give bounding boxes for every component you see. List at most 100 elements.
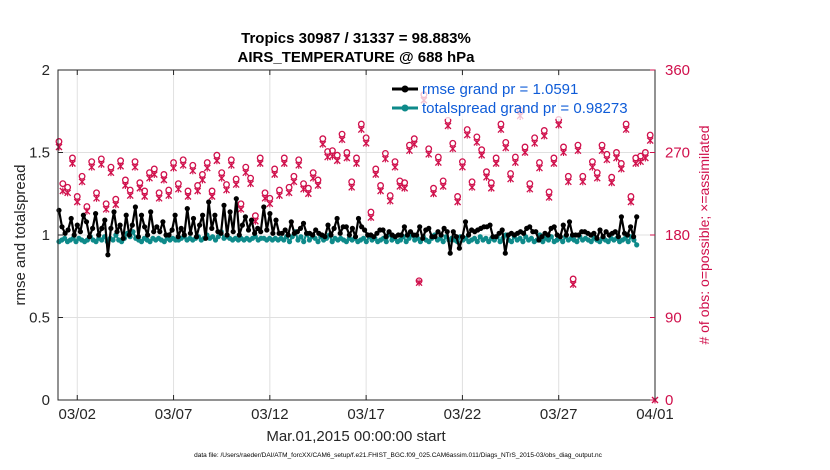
obs-assimilated-marker [198, 176, 206, 184]
rmse-point [426, 225, 432, 231]
rmse-point [453, 234, 459, 240]
obs-assimilated-marker [444, 122, 452, 130]
obs-assimilated-marker [55, 143, 63, 151]
rmse-point [310, 232, 316, 238]
legend-rmse-marker [401, 85, 409, 93]
rmse-point [62, 230, 68, 236]
obs-assimilated-marker [160, 176, 168, 184]
rmse-point [521, 230, 527, 236]
y-tick-label: 2 [42, 62, 50, 79]
series-lines [56, 196, 640, 258]
rmse-point [346, 232, 352, 238]
rmse-point [239, 222, 245, 228]
x-axis-ticks: 03/02 03/07 03/12 03/17 03/22 03/27 04/01 [58, 70, 674, 423]
obs-assimilated-marker [449, 145, 457, 153]
rmse-point [618, 214, 625, 220]
rmse-point [328, 232, 334, 238]
rmse-point [74, 222, 80, 228]
rmse-point [221, 202, 227, 208]
obs-assimilated-marker [117, 162, 125, 170]
rmse-point [337, 230, 343, 236]
obs-assimilated-marker [386, 197, 394, 205]
totalspread-point [110, 237, 116, 243]
obs-assimilated-marker [637, 158, 645, 166]
obs-assimilated-marker [73, 198, 81, 206]
obs-assimilated-marker [406, 147, 413, 155]
totalspread-point [474, 239, 480, 245]
rmse-point [462, 219, 469, 225]
rmse-point [172, 212, 178, 218]
rmse-point [334, 215, 340, 222]
obs-assimilated-marker [223, 186, 230, 194]
obs-assimilated-marker [285, 189, 293, 197]
rmse-point [181, 232, 187, 238]
totalspread-point [298, 234, 304, 240]
totalspread-point [383, 239, 389, 245]
rmse-point [380, 227, 386, 233]
obs-assimilated-marker [560, 149, 567, 156]
rmse-point [466, 232, 472, 238]
rmse-point [487, 222, 493, 228]
obs-assimilated-marker [189, 167, 197, 175]
rmse-point [190, 215, 197, 222]
obs-assimilated-marker [454, 198, 462, 206]
obs-assimilated-marker [627, 198, 635, 206]
rmse-point [105, 252, 111, 258]
obs-assimilated-marker [93, 194, 100, 202]
obs-assimilated-marker [319, 140, 327, 148]
rmse-point [459, 234, 466, 240]
rmse-point [297, 225, 304, 231]
rmse-point [178, 225, 184, 231]
rmse-point [252, 230, 258, 236]
obs-assimilated-marker [247, 180, 255, 188]
rmse-point [71, 232, 77, 238]
obs-assimilated-marker [97, 160, 105, 168]
obs-assimilated-marker [526, 185, 534, 193]
rmse-point [197, 222, 203, 228]
rmse-point [86, 234, 93, 240]
rmse-point [355, 215, 362, 222]
rmse-point [248, 217, 255, 223]
obs-assimilated-marker [502, 144, 510, 152]
obs-assimilated-marker [213, 157, 221, 165]
obs-assimilated-marker [107, 169, 115, 177]
rmse-point [435, 229, 441, 235]
legend-spread-marker [401, 104, 409, 112]
totalspread-point [508, 239, 515, 245]
obs-assimilated-marker [261, 194, 269, 202]
obs-assimilated-marker [136, 184, 144, 192]
obs-assimilated-marker [579, 178, 587, 186]
rmse-point [193, 234, 200, 240]
obs-assimilated-marker [194, 187, 202, 195]
obs-assimilated-marker [550, 160, 558, 167]
obs-assimilated-marker [290, 178, 298, 186]
obs-assimilated-marker [492, 160, 500, 167]
rmse-point [285, 232, 291, 238]
obs-assimilated-marker [88, 163, 96, 171]
obs-assimilated-marker [632, 160, 640, 167]
totalspread-point [286, 239, 293, 245]
rmse-point [169, 227, 175, 233]
rmse-point [325, 222, 331, 228]
obs-assimilated-marker [150, 171, 158, 178]
obs-assimilated-marker [415, 279, 423, 287]
rmse-point [233, 196, 239, 202]
right-y-axis-label: # of obs: o=possible; ×=assimilated [696, 125, 712, 344]
rmse-point [374, 230, 380, 236]
rmse-point [438, 232, 444, 238]
rmse-point [102, 217, 108, 223]
rmse-point [533, 229, 539, 235]
rmse-point [230, 229, 236, 235]
obs-assimilated-marker [617, 165, 625, 173]
obs-assimilated-marker [507, 175, 515, 183]
rmse-point [560, 222, 566, 228]
obs-assimilated-marker [511, 159, 519, 167]
rmse-point [209, 225, 215, 231]
rmse-point [386, 229, 392, 235]
rmse-point [322, 234, 328, 240]
obs-assimilated-marker [232, 181, 240, 189]
obs-assimilated-marker [540, 132, 548, 140]
obs-assimilated-marker [78, 178, 86, 186]
obs-assimilated-marker [295, 161, 303, 169]
